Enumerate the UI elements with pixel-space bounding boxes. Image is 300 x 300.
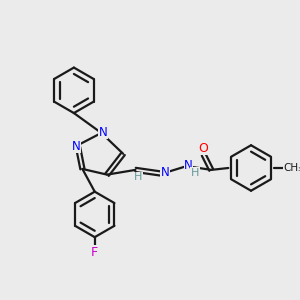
Text: N: N — [71, 140, 80, 153]
Text: F: F — [91, 246, 98, 259]
Text: H: H — [134, 172, 142, 182]
Text: N: N — [184, 159, 193, 172]
Text: H: H — [191, 168, 199, 178]
Text: O: O — [198, 142, 208, 154]
Text: N: N — [160, 166, 169, 179]
Text: N: N — [99, 125, 108, 139]
Text: CH₃: CH₃ — [283, 163, 300, 173]
